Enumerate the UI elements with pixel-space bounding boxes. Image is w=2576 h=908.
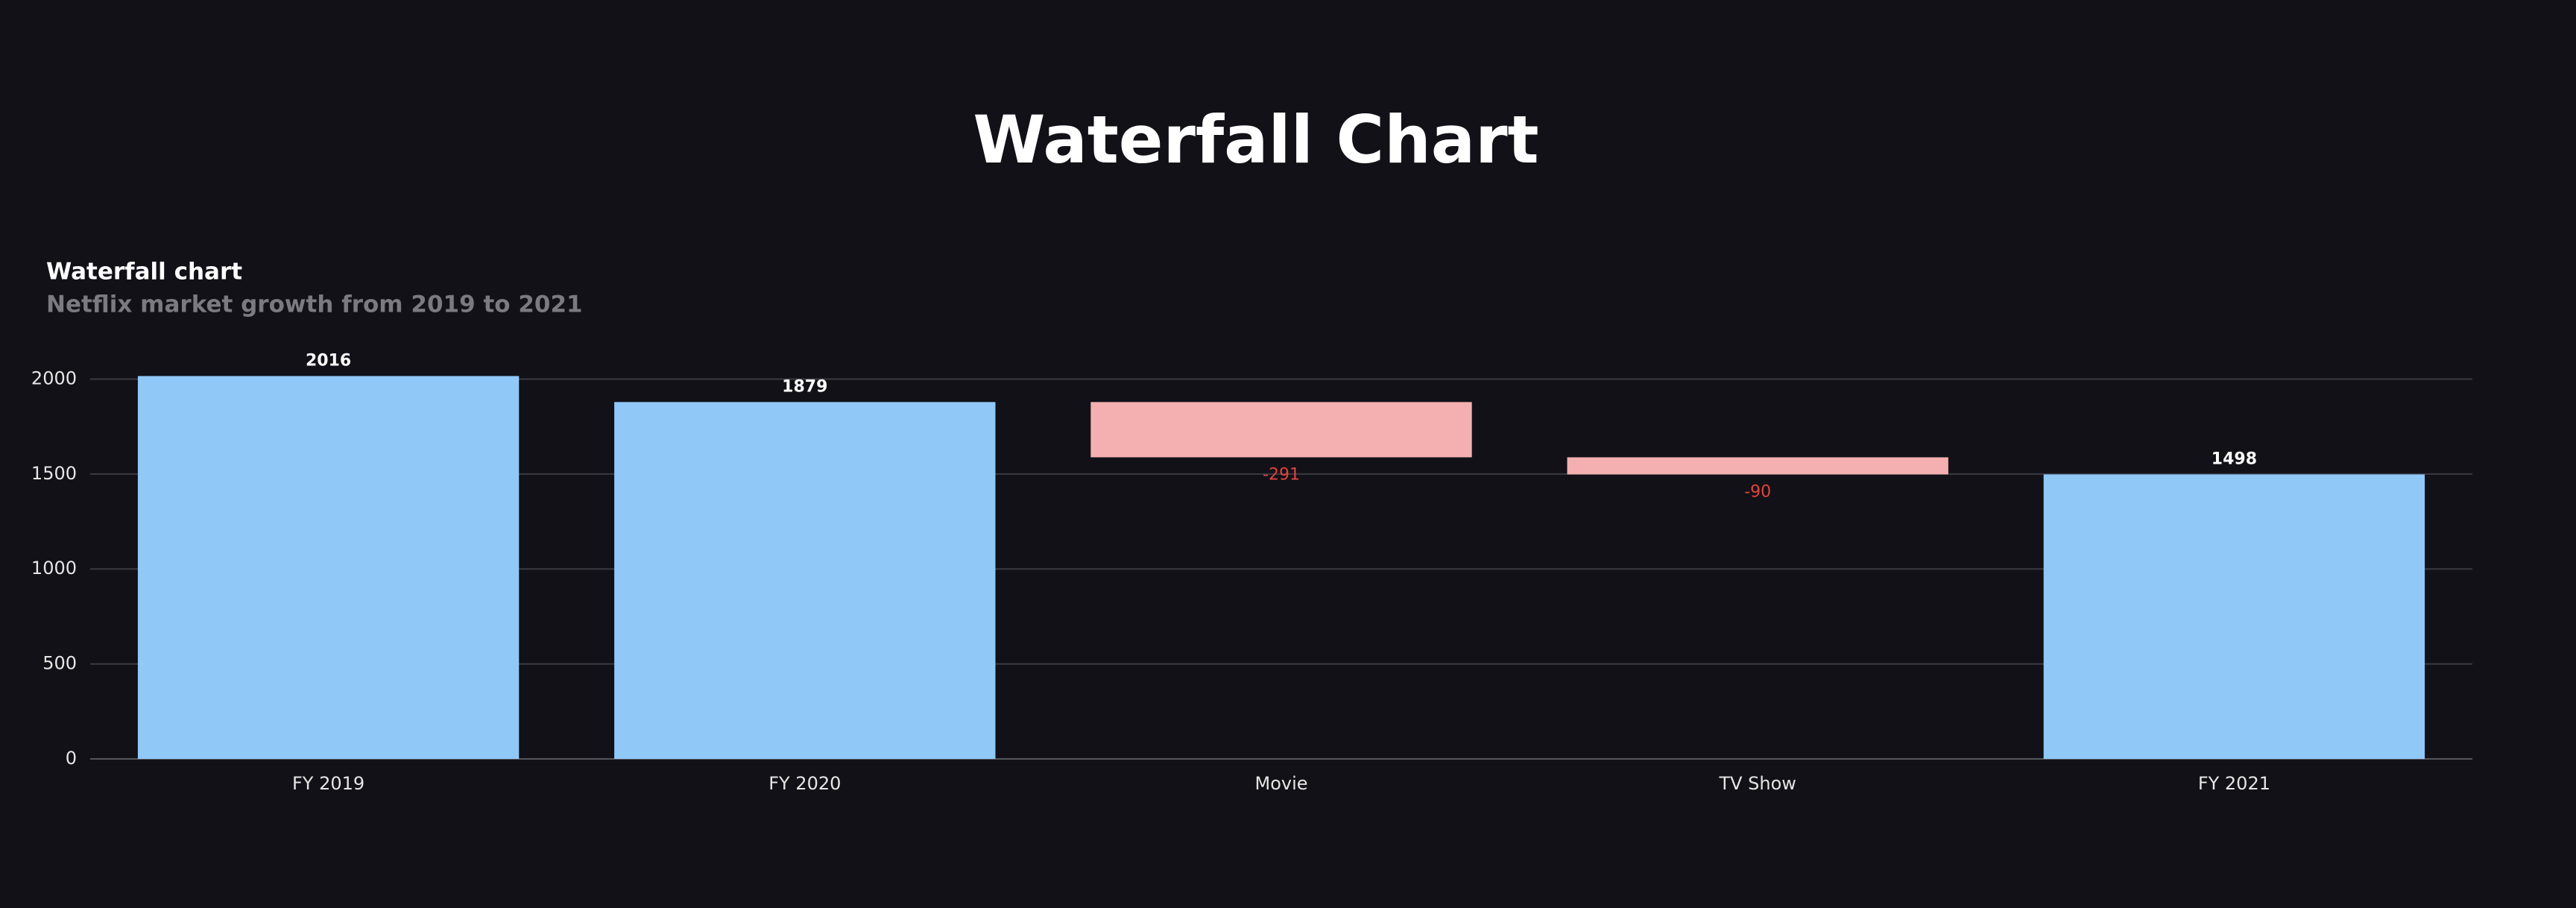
chart-title: Waterfall chart	[46, 259, 242, 286]
x-tick-label: FY 2020	[768, 773, 841, 794]
bar	[137, 376, 520, 759]
x-tick-label: FY 2021	[2198, 773, 2270, 794]
x-tick-label: TV Show	[1718, 773, 1796, 794]
x-tick-label: FY 2019	[292, 773, 364, 794]
x-tick-label: Movie	[1254, 773, 1307, 794]
page-title: Waterfall Chart	[973, 101, 1538, 178]
bar	[1567, 457, 1948, 475]
value-label: -90	[1744, 482, 1771, 501]
value-label: 1498	[2212, 450, 2257, 468]
value-label: 1879	[782, 377, 827, 396]
bar	[1090, 402, 1472, 458]
y-tick-label: 1000	[31, 558, 77, 578]
chart-subtitle: Netflix market growth from 2019 to 2021	[46, 291, 583, 318]
y-tick-label: 2000	[31, 368, 77, 388]
y-tick-label: 500	[42, 653, 77, 674]
y-tick-label: 0	[66, 748, 77, 769]
value-label: -291	[1263, 465, 1300, 484]
y-tick-label: 1500	[31, 463, 77, 484]
bar	[614, 402, 996, 759]
value-label: 2016	[306, 351, 351, 370]
bar	[2043, 474, 2425, 759]
